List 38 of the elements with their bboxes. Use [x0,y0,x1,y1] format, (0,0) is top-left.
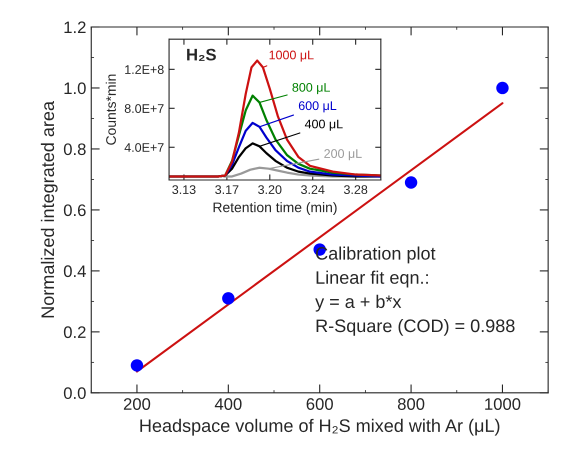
x-tick-label: 3.28 [344,185,368,194]
annotation: R-Square (COD) = 0.988 [316,318,515,336]
x-tick-label: 400 [214,398,242,410]
text: 600 μL [298,101,336,112]
y-tick-label: 8.0E+7 [124,104,164,113]
series-label: 1000 μL [270,50,314,62]
y-tick-label: 0.4 [64,265,86,278]
point [222,292,235,305]
point [496,82,509,94]
annotation: H₂S [187,48,216,61]
x-tick-label: 3.24 [301,185,325,194]
y-tick-label: 1.0 [64,82,86,94]
y-tick-label: 1.2 [64,21,86,34]
x-tick-label: 3.20 [258,185,282,194]
point [130,359,144,372]
x-tick-label: 3.13 [172,185,196,194]
x-tick-label: 600 [306,398,333,410]
y-tick-label: 0.6 [64,204,86,216]
y-tick-label: 0.8 [64,143,86,156]
annotation: y = a + b*x [315,294,402,312]
y-tick-label: 0.2 [64,326,86,338]
y-tick-label: 0.0 [64,387,86,400]
point [404,176,418,189]
y-tick-label: 1.2E+8 [125,65,164,74]
x-axis-title: Retention time (min) [214,202,337,216]
x-tick-label: 3.17 [215,185,238,194]
annotation: Linear fit eqn.: [316,270,428,288]
annotation: Calibration plot [316,246,436,264]
text: 400 μL [304,120,343,131]
x-axis-title: Headspace volume of H₂S mixed with Ar (μL) [140,418,500,436]
y-tick-label: 4.0E+7 [124,143,164,152]
y-axis-title: Counts*min [106,74,116,145]
x-tick-label: 1000 [485,398,520,410]
x-tick-label: 800 [398,398,424,410]
y-axis-title: Normalized integrated area [40,101,58,318]
text: 800 μL [292,82,330,94]
x-tick-label: 200 [124,398,150,410]
series-label: 200 μL [324,149,362,160]
